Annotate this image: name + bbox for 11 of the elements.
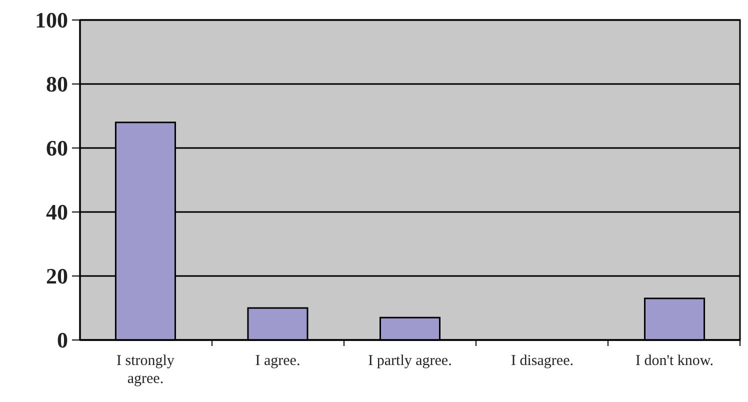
y-tick-label: 100 — [35, 8, 68, 33]
x-tick-label: I agree. — [255, 353, 300, 369]
x-tick-label: I disagree. — [511, 353, 574, 369]
y-tick-label: 80 — [46, 72, 68, 97]
y-tick-label: 40 — [46, 200, 68, 225]
y-tick-label: 60 — [46, 136, 68, 161]
y-tick-label: 0 — [57, 328, 68, 353]
y-tick-label: 20 — [46, 264, 68, 289]
x-tick-label: I partly agree. — [368, 353, 452, 369]
x-tick-label: I don't know. — [636, 353, 714, 369]
x-tick-label: I strongly agree. — [116, 353, 175, 387]
